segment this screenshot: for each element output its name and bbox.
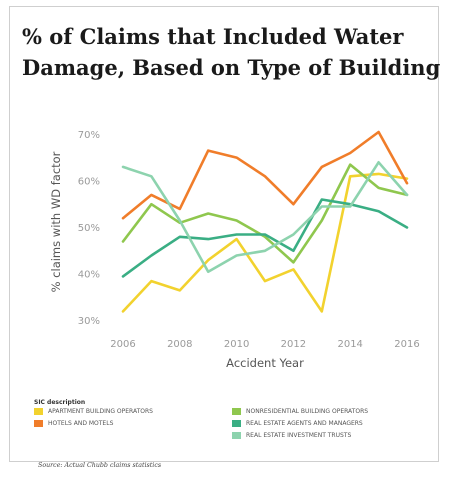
series-line-2 bbox=[121, 163, 409, 264]
legend-item-nonresidential: NONRESIDENTIAL BUILDING OPERATORS bbox=[232, 408, 368, 415]
legend-title: SIC description bbox=[34, 399, 86, 406]
legend-label: REAL ESTATE AGENTS AND MANAGERS bbox=[246, 420, 363, 427]
legend-swatch bbox=[232, 420, 241, 427]
legend-item-agents: REAL ESTATE AGENTS AND MANAGERS bbox=[232, 420, 363, 427]
series-lines bbox=[121, 130, 409, 313]
x-tick-label: 2008 bbox=[167, 339, 192, 350]
series-line-3 bbox=[121, 198, 409, 278]
legend-swatch bbox=[34, 408, 43, 415]
title-line-1: % of Claims that Included Water bbox=[22, 24, 404, 49]
y-tick-label: 60% bbox=[78, 176, 100, 187]
legend-label: NONRESIDENTIAL BUILDING OPERATORS bbox=[246, 408, 369, 415]
legend: SIC description APARTMENT BUILDING OPERA… bbox=[34, 399, 434, 449]
x-tick-label: 2010 bbox=[224, 339, 249, 350]
x-tick-labels: 2006 2008 2010 2012 2014 2016 bbox=[110, 339, 419, 350]
legend-swatch bbox=[232, 408, 241, 415]
legend-label: APARTMENT BUILDING OPERATORS bbox=[48, 408, 153, 415]
y-axis-title: % claims with WD factor bbox=[49, 151, 63, 292]
x-axis-title: Accident Year bbox=[226, 356, 304, 370]
line-chart: 30% 40% 50% 60% 70% 2006 2008 2010 2012 2014 2016… bbox=[49, 130, 420, 370]
x-tick-label: 2016 bbox=[394, 339, 419, 350]
y-tick-label: 30% bbox=[78, 316, 100, 327]
chart-title: % of Claims that Included Water Damage, … bbox=[22, 21, 441, 83]
legend-item-hotels: HOTELS AND MOTELS bbox=[34, 420, 113, 427]
legend-item-reit: REAL ESTATE INVESTMENT TRUSTS bbox=[232, 432, 351, 439]
series-line-4 bbox=[121, 161, 409, 274]
legend-label: HOTELS AND MOTELS bbox=[48, 420, 114, 427]
title-line-2: Damage, Based on Type of Building bbox=[22, 55, 441, 80]
x-tick-label: 2006 bbox=[110, 339, 135, 350]
legend-label: REAL ESTATE INVESTMENT TRUSTS bbox=[246, 432, 352, 439]
y-tick-label: 70% bbox=[78, 130, 100, 141]
x-tick-label: 2012 bbox=[281, 339, 306, 350]
series-line-0 bbox=[121, 172, 409, 313]
source-note: Source: Actual Chubb claims statistics bbox=[38, 462, 162, 469]
chart-card: % of Claims that Included Water Damage, … bbox=[9, 6, 441, 469]
legend-item-apartment: APARTMENT BUILDING OPERATORS bbox=[34, 408, 153, 415]
y-tick-labels: 30% 40% 50% 60% 70% bbox=[78, 130, 100, 327]
y-tick-label: 40% bbox=[78, 270, 100, 281]
legend-swatch bbox=[232, 432, 241, 439]
x-tick-label: 2014 bbox=[337, 339, 362, 350]
y-tick-label: 50% bbox=[78, 223, 100, 234]
legend-swatch bbox=[34, 420, 43, 427]
